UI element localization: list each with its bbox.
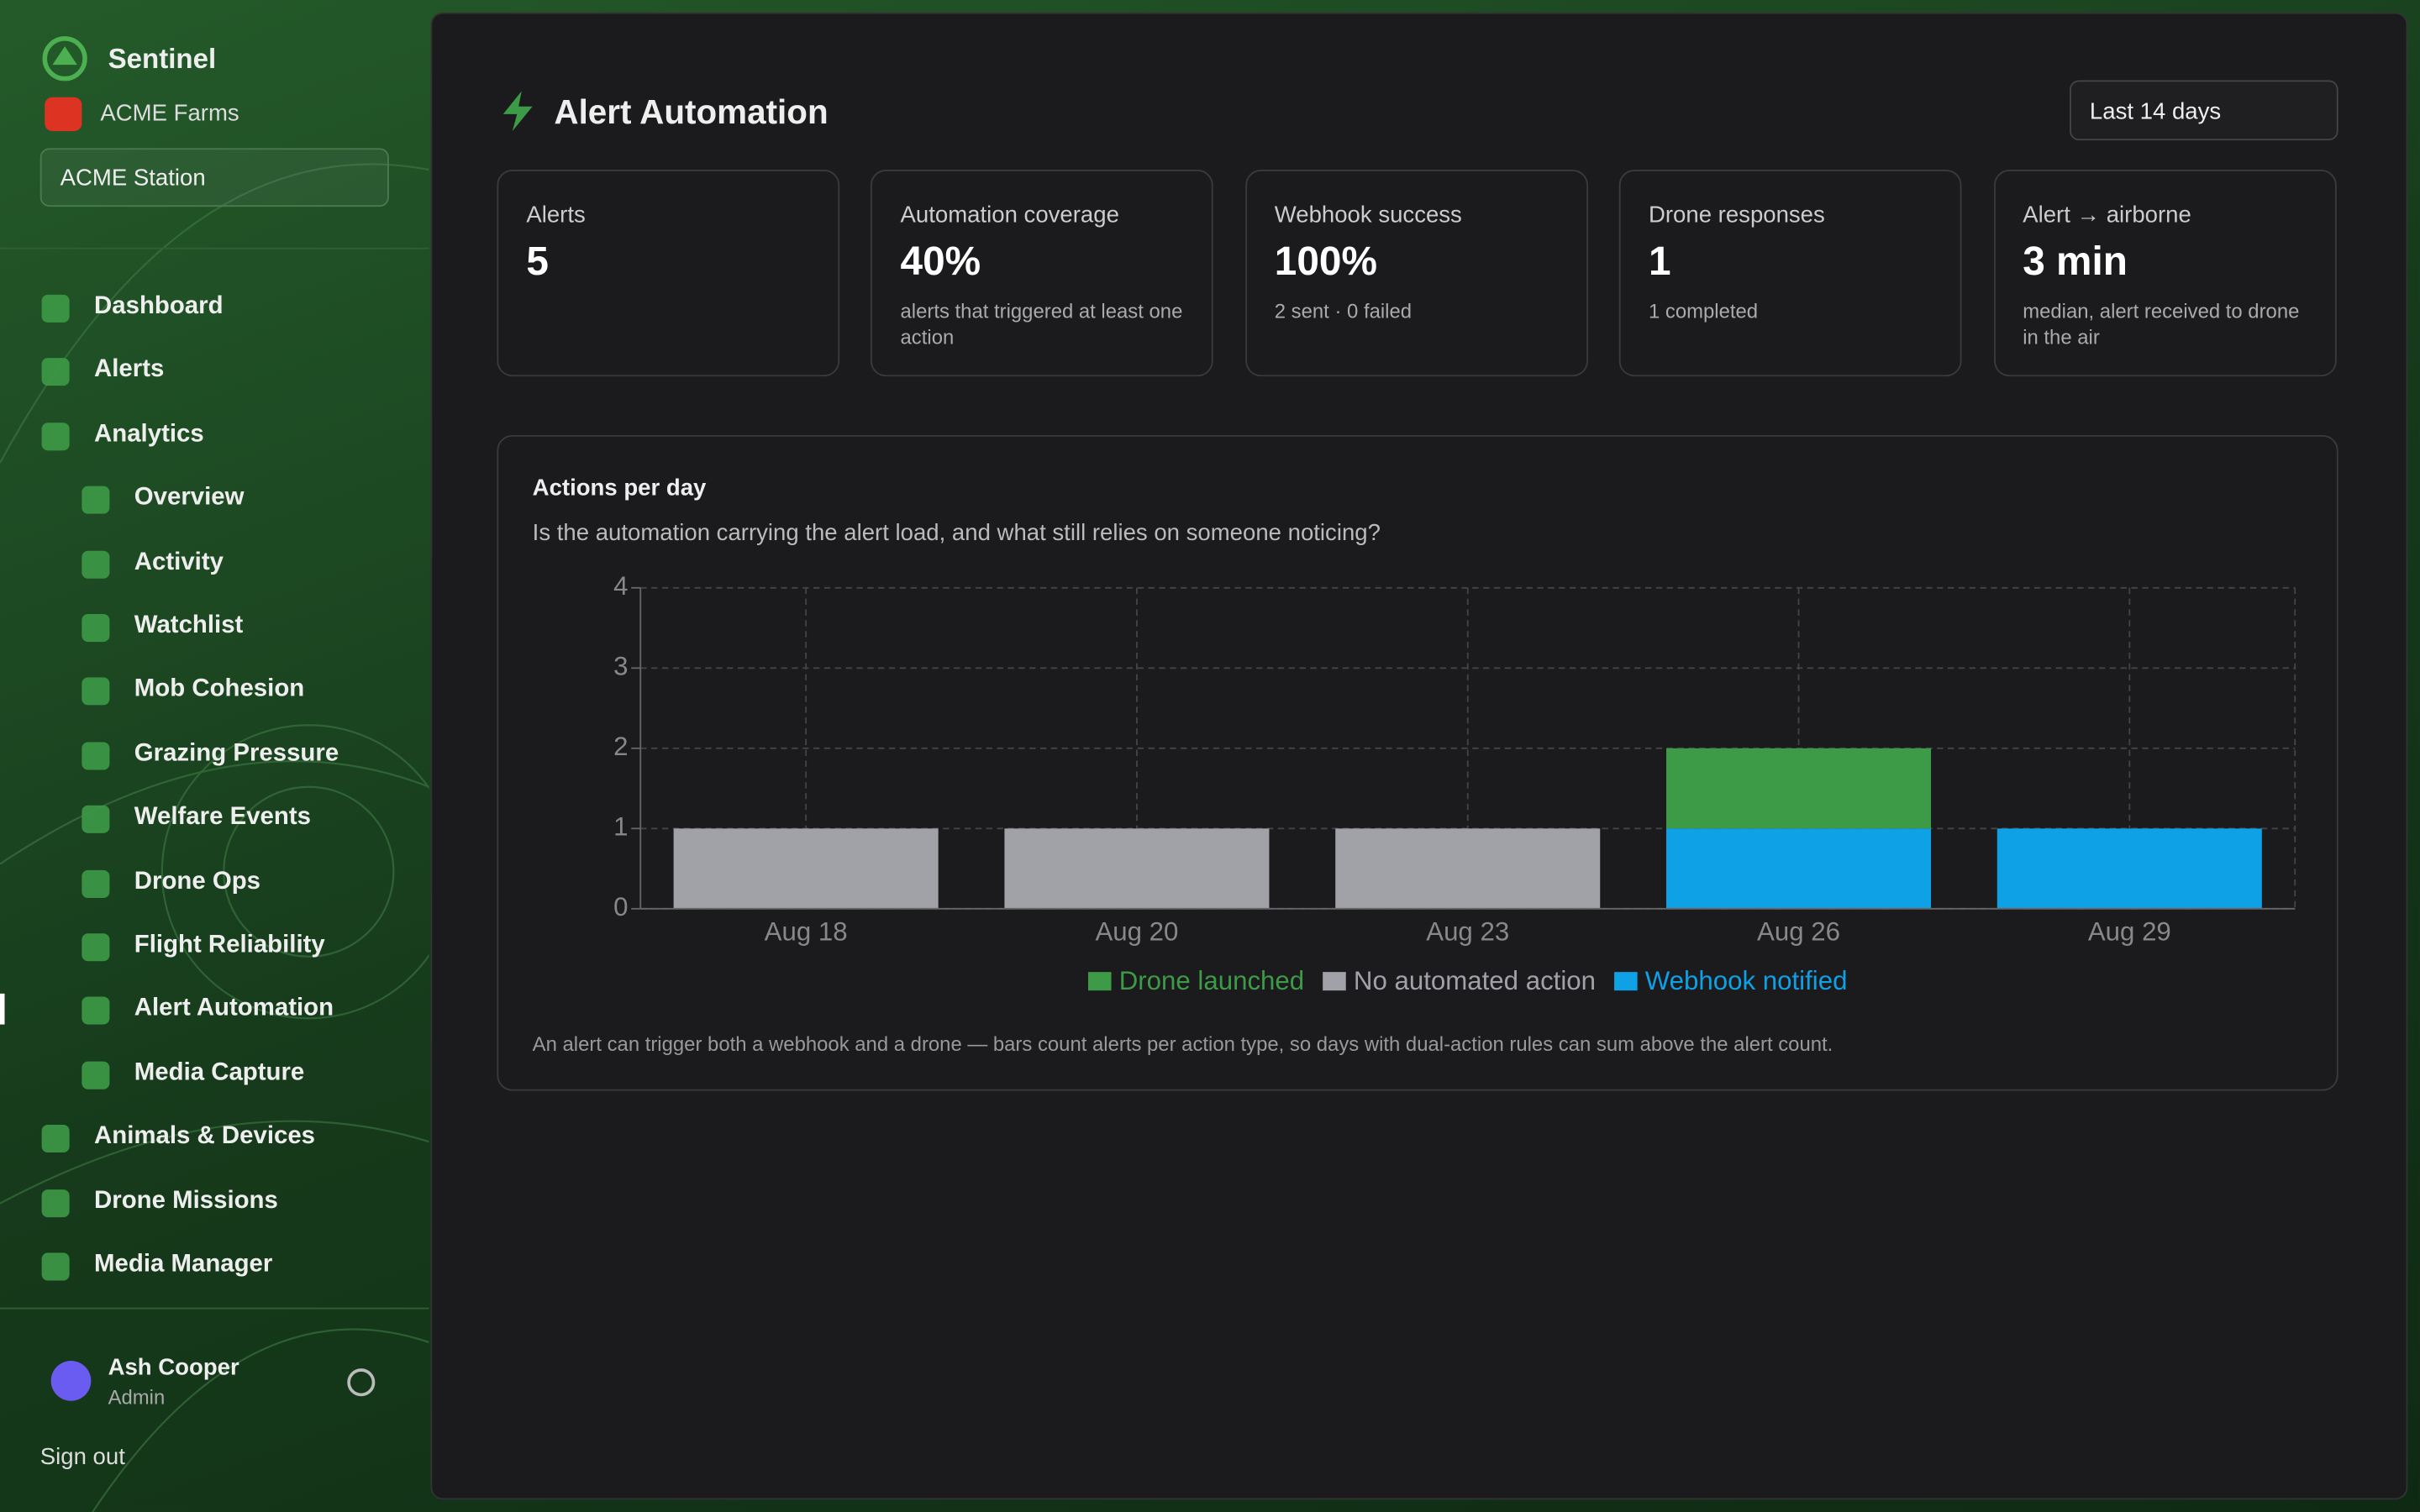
nav-icon xyxy=(82,549,110,579)
chart-subtitle: Is the automation carrying the alert loa… xyxy=(532,519,1381,547)
user-name: Ash Cooper xyxy=(108,1354,239,1381)
bar-segment xyxy=(1666,748,1932,829)
bar-segment xyxy=(1335,828,1601,909)
nav-subitem[interactable]: Overview xyxy=(134,485,245,512)
legend-swatch xyxy=(1087,972,1112,991)
nav-icon xyxy=(82,614,110,643)
kpi-value: 100% xyxy=(1274,237,1377,284)
kpi-label: Drone responses xyxy=(1648,202,1825,228)
nav-subitem[interactable]: Activity xyxy=(134,549,224,575)
nav-subitem[interactable]: Drone Ops xyxy=(134,868,261,895)
kpi-note: alerts that triggered at least one actio… xyxy=(900,299,1183,349)
kpi-card: Alert → airborne 3 min median, alert recei… xyxy=(1993,170,2337,377)
y-tick-label: 3 xyxy=(613,652,628,681)
page-title: Alert Automation xyxy=(554,92,829,132)
legend-label: Webhook notified xyxy=(1645,966,1848,995)
kpi-value: 40% xyxy=(900,237,981,284)
logo xyxy=(42,36,87,81)
y-tick-label: 0 xyxy=(613,892,628,921)
chart-card xyxy=(497,434,2338,1091)
x-tick-label: Aug 20 xyxy=(1095,916,1178,946)
avatar xyxy=(50,1360,92,1401)
kpi-label: Alerts xyxy=(526,202,586,228)
x-tick-label: Aug 26 xyxy=(1757,916,1840,946)
nav-subitem[interactable]: Mob Cohesion xyxy=(134,676,305,703)
nav-icon xyxy=(41,294,70,323)
nav-icon xyxy=(82,869,110,898)
nav-subitem[interactable]: Grazing Pressure xyxy=(134,740,339,767)
nav-subitem[interactable]: Welfare Events xyxy=(134,804,311,831)
brand: Sentinel xyxy=(108,43,217,75)
nav-icon xyxy=(82,486,110,514)
nav-icon xyxy=(41,1252,70,1281)
nav-icon xyxy=(41,1189,70,1217)
kpi-value: 3 min xyxy=(2023,237,2128,284)
legend-label: Drone launched xyxy=(1119,966,1304,995)
nav-icon xyxy=(41,422,70,450)
nav-item[interactable]: Dashboard xyxy=(94,292,224,320)
y-tick-label: 4 xyxy=(613,571,628,601)
main-panel xyxy=(430,12,2408,1500)
nav-icon xyxy=(41,1125,70,1153)
nav-item-active[interactable]: Alert Automation xyxy=(134,995,334,1022)
nav-subitem[interactable]: Flight Reliability xyxy=(134,932,325,958)
kpi-label: Webhook success xyxy=(1274,202,1462,228)
legend-label: No automated action xyxy=(1354,966,1596,995)
legend-swatch xyxy=(1323,972,1346,991)
nav-item[interactable]: Media Manager xyxy=(94,1251,273,1278)
bar-segment xyxy=(1004,828,1270,909)
kpi-card: Alerts 5 xyxy=(497,170,840,377)
chart: 0 1 2 3 4 Aug 18 Aug 20 Aug 23 Aug 26 Aug 29 Drone… xyxy=(613,571,2296,995)
nav-item[interactable]: Drone Missions xyxy=(94,1187,278,1214)
kpi-note: 1 completed xyxy=(1648,299,1759,323)
nav-icon xyxy=(82,806,110,834)
nav-subitem[interactable]: Media Capture xyxy=(134,1059,305,1086)
user-role: Admin xyxy=(108,1385,166,1409)
nav-subitem[interactable]: Watchlist xyxy=(134,612,244,639)
nav-icon xyxy=(82,997,110,1026)
y-tick-label: 1 xyxy=(613,812,628,842)
theme-toggle[interactable] xyxy=(347,1368,376,1397)
bar-segment xyxy=(1996,828,2262,909)
org-logo xyxy=(45,97,82,132)
nav-item[interactable]: Alerts xyxy=(94,357,165,384)
kpi-note: 2 sent · 0 failed xyxy=(1274,299,1413,323)
x-tick-label: Aug 29 xyxy=(2088,916,2171,946)
y-tick-label: 2 xyxy=(613,732,628,761)
nav-icon xyxy=(82,1061,110,1089)
kpi-card: Webhook success 100% 2 sent · 0 failed xyxy=(1244,170,1588,377)
nav-icon xyxy=(82,678,110,706)
chart-note: An alert can trigger both a webhook and … xyxy=(532,1032,1833,1056)
bar-segment xyxy=(673,828,939,909)
x-tick-label: Aug 23 xyxy=(1426,916,1509,946)
nav-icon xyxy=(82,742,110,770)
nav-icon xyxy=(41,358,70,386)
kpi-label: Alert → airborne xyxy=(2023,202,2191,228)
kpi-label: Automation coverage xyxy=(900,202,1119,228)
bar-segment xyxy=(1666,828,1932,909)
chart-title: Actions per day xyxy=(532,475,707,501)
kpi-card: Drone responses 1 1 completed xyxy=(1619,170,1962,377)
page-icon xyxy=(502,91,533,132)
org-switcher[interactable]: ACME Farms xyxy=(100,100,239,127)
kpi-value: 5 xyxy=(526,237,549,284)
nav-item[interactable]: Animals & Devices xyxy=(94,1123,316,1150)
station-select[interactable]: ACME Station xyxy=(39,148,389,207)
kpi-card: Automation coverage 40% alerts that trigge… xyxy=(871,170,1214,377)
sign-out[interactable]: Sign out xyxy=(39,1444,125,1471)
kpi-note: median, alert received to drone in the a… xyxy=(2023,299,2300,349)
legend-swatch xyxy=(1614,972,1638,991)
nav-icon xyxy=(82,933,110,962)
kpi-value: 1 xyxy=(1648,237,1671,284)
range-select[interactable]: Last 14 days xyxy=(2070,80,2338,141)
nav-item[interactable]: Analytics xyxy=(94,421,204,448)
x-tick-label: Aug 18 xyxy=(765,916,848,946)
